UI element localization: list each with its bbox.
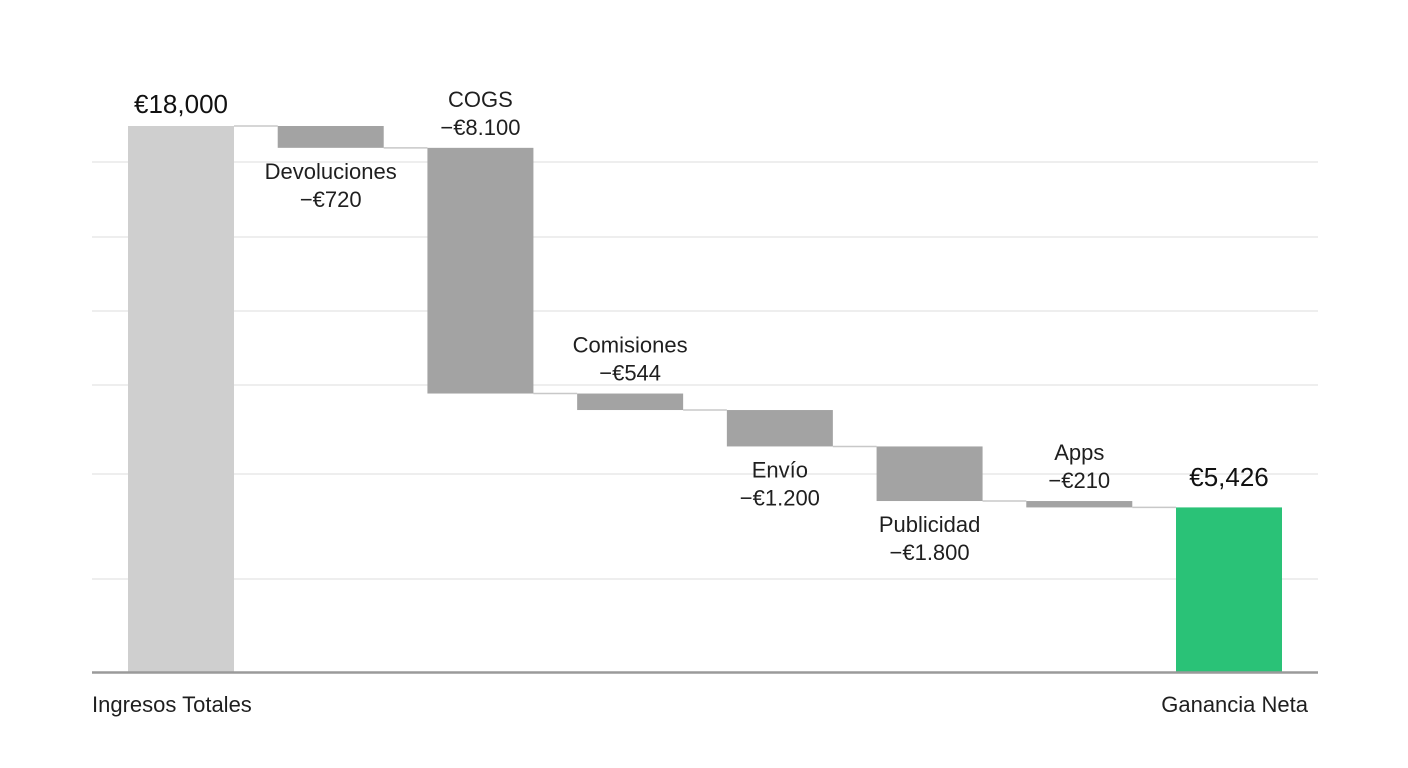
labels: Ingresos Totales Ganancia Neta €18,000 €5,4… bbox=[92, 87, 1309, 717]
step-category-label: Envío bbox=[752, 457, 808, 482]
data-label: −€210 bbox=[1048, 468, 1110, 493]
bars bbox=[128, 126, 1282, 672]
bar-devoluciones bbox=[277, 126, 384, 148]
step-category-label: Apps bbox=[1054, 440, 1104, 465]
x-tick-label: Ganancia Neta bbox=[1161, 692, 1309, 717]
bar-apps bbox=[1026, 501, 1133, 508]
data-label: €18,000 bbox=[134, 89, 228, 119]
step-category-label: Publicidad bbox=[879, 512, 981, 537]
connectors bbox=[234, 125, 1176, 509]
bar-cogs bbox=[427, 147, 534, 394]
data-label: −€1.200 bbox=[740, 485, 820, 510]
data-label: −€544 bbox=[599, 361, 661, 386]
step-category-label: Comisiones bbox=[573, 333, 688, 358]
step-category-label: Devoluciones bbox=[265, 159, 397, 184]
data-label: €5,426 bbox=[1189, 462, 1269, 492]
x-tick-label: Ingresos Totales bbox=[92, 692, 252, 717]
gridlines bbox=[92, 161, 1318, 580]
step-category-label: COGS bbox=[448, 87, 513, 112]
data-label: −€720 bbox=[300, 187, 362, 212]
data-label: −€8.100 bbox=[440, 115, 520, 140]
data-label: −€1.800 bbox=[890, 540, 970, 565]
bar-ingresos-totales bbox=[128, 126, 234, 672]
bar-comisiones bbox=[577, 393, 684, 411]
bar-ganancia-neta bbox=[1176, 507, 1282, 672]
bar-env-o bbox=[726, 410, 833, 447]
bar-publicidad bbox=[876, 446, 983, 502]
